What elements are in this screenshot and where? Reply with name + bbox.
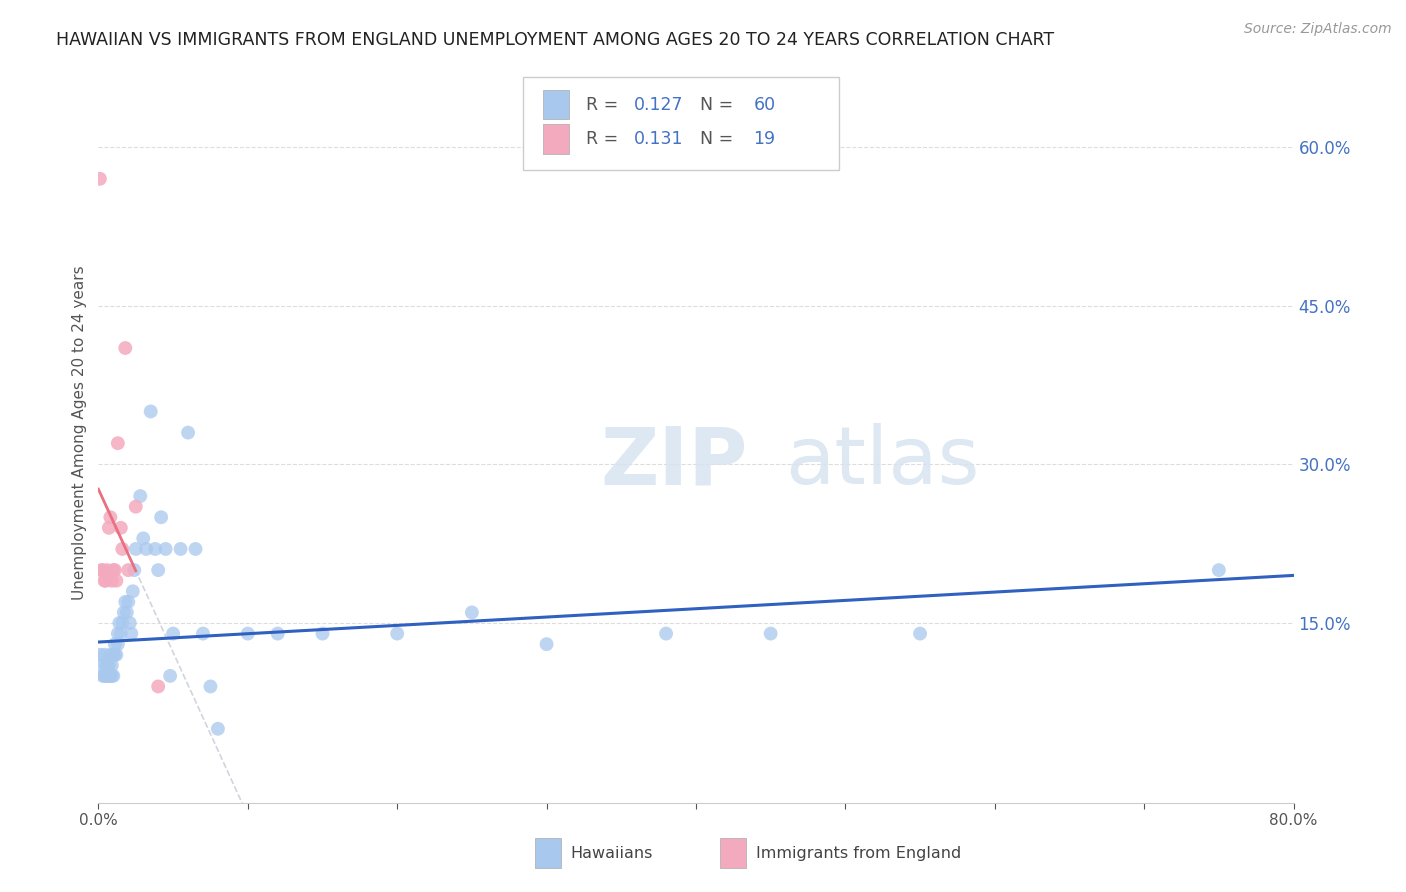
Bar <box>720 838 747 868</box>
Point <box>93 648 115 662</box>
Point <box>143 541 166 556</box>
Text: atlas: atlas <box>786 423 980 501</box>
Point <box>177 425 200 440</box>
Point <box>200 680 222 694</box>
Point <box>162 626 184 640</box>
Point <box>97 521 120 535</box>
Point <box>89 648 111 662</box>
Point <box>91 669 114 683</box>
Text: 19: 19 <box>754 129 776 148</box>
Point <box>89 171 111 186</box>
Point <box>98 648 122 662</box>
Point <box>112 606 135 620</box>
Point <box>108 615 131 630</box>
Point <box>94 669 117 683</box>
Point <box>148 680 170 694</box>
Point <box>104 563 127 577</box>
Point <box>94 574 117 588</box>
Text: R =: R = <box>586 95 624 113</box>
Point <box>655 626 678 640</box>
Point <box>908 626 931 640</box>
Point <box>98 510 122 524</box>
Point <box>191 626 214 640</box>
Point <box>121 584 143 599</box>
Text: Immigrants from England: Immigrants from England <box>756 846 960 861</box>
Text: Hawaiians: Hawaiians <box>571 846 652 861</box>
Text: N =: N = <box>700 129 738 148</box>
Point <box>236 626 259 640</box>
Point <box>114 341 136 355</box>
Point <box>96 563 118 577</box>
Point <box>90 658 112 673</box>
FancyBboxPatch shape <box>523 78 839 169</box>
Point <box>117 563 139 577</box>
Point <box>148 563 170 577</box>
Text: ZIP: ZIP <box>600 423 748 501</box>
Point <box>115 606 138 620</box>
Text: Source: ZipAtlas.com: Source: ZipAtlas.com <box>1244 22 1392 37</box>
Point <box>96 669 118 683</box>
Text: 0.131: 0.131 <box>634 129 683 148</box>
Point <box>118 615 141 630</box>
Point <box>267 626 290 640</box>
Point <box>97 669 120 683</box>
Text: R =: R = <box>586 129 624 148</box>
Point <box>759 626 782 640</box>
Text: 60: 60 <box>754 95 776 113</box>
Point <box>135 541 157 556</box>
Point <box>105 574 128 588</box>
Point <box>311 626 333 640</box>
Text: HAWAIIAN VS IMMIGRANTS FROM ENGLAND UNEMPLOYMENT AMONG AGES 20 TO 24 YEARS CORRE: HAWAIIAN VS IMMIGRANTS FROM ENGLAND UNEM… <box>56 31 1054 49</box>
Point <box>114 595 136 609</box>
Point <box>129 489 152 503</box>
Bar <box>543 124 569 153</box>
Point <box>125 541 148 556</box>
Point <box>104 648 127 662</box>
Point <box>104 637 127 651</box>
Point <box>111 541 134 556</box>
Point <box>98 669 122 683</box>
Point <box>117 595 139 609</box>
Point <box>155 541 177 556</box>
Point <box>107 637 129 651</box>
Point <box>120 626 142 640</box>
Point <box>105 648 128 662</box>
Point <box>101 669 124 683</box>
Point <box>93 574 115 588</box>
Point <box>111 615 134 630</box>
Point <box>385 626 409 640</box>
Point <box>125 500 148 514</box>
Point <box>96 658 118 673</box>
Point <box>90 563 112 577</box>
Point <box>103 669 125 683</box>
Point <box>132 532 155 546</box>
Point <box>110 521 132 535</box>
Point <box>93 669 115 683</box>
Point <box>169 541 191 556</box>
Point <box>139 404 162 418</box>
Point <box>110 626 132 640</box>
Bar <box>534 838 561 868</box>
Point <box>101 574 124 588</box>
Point <box>91 563 114 577</box>
Point <box>107 436 129 450</box>
Bar <box>543 90 569 120</box>
Point <box>461 606 484 620</box>
Point <box>536 637 558 651</box>
Point <box>124 563 146 577</box>
Point <box>150 510 173 524</box>
Point <box>94 658 117 673</box>
Point <box>103 563 125 577</box>
Point <box>1208 563 1230 577</box>
Text: 0.127: 0.127 <box>634 95 683 113</box>
Point <box>159 669 181 683</box>
Y-axis label: Unemployment Among Ages 20 to 24 years: Unemployment Among Ages 20 to 24 years <box>72 265 87 600</box>
Point <box>97 658 120 673</box>
Point <box>101 658 124 673</box>
Point <box>184 541 207 556</box>
Point <box>107 626 129 640</box>
Point <box>207 722 229 736</box>
Point <box>103 648 125 662</box>
Text: N =: N = <box>700 95 738 113</box>
